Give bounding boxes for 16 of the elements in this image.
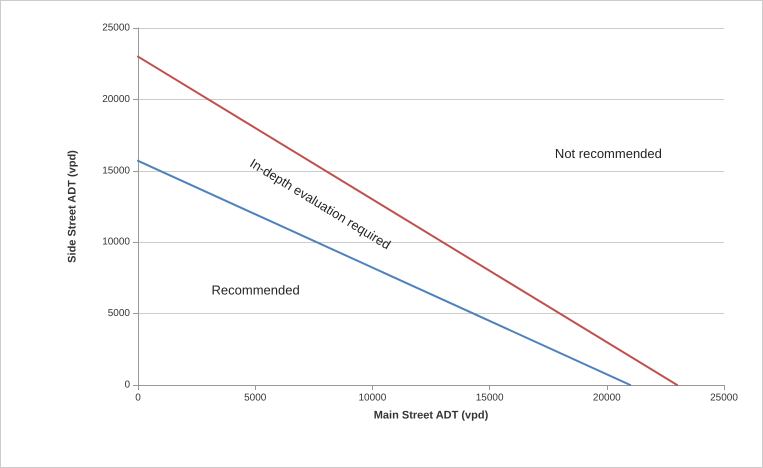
x-tick-label: 10000 bbox=[358, 392, 387, 404]
x-tick-label: 20000 bbox=[592, 392, 622, 404]
y-axis-title: Side Street ADT (vpd) bbox=[66, 150, 78, 263]
x-tick-label: 5000 bbox=[244, 392, 267, 404]
annotation: Not recommended bbox=[554, 146, 662, 162]
y-tick-label: 20000 bbox=[102, 94, 130, 105]
y-tick-label: 25000 bbox=[102, 22, 130, 34]
y-tick-label: 5000 bbox=[108, 308, 130, 320]
y-tick-label: 10000 bbox=[102, 236, 130, 248]
annotation: Recommended bbox=[212, 282, 300, 298]
x-tick-label: 25000 bbox=[710, 392, 738, 404]
y-tick-label: 0 bbox=[124, 380, 130, 390]
x-axis-title: Main Street ADT (vpd) bbox=[374, 410, 489, 422]
y-tick-label: 15000 bbox=[102, 165, 130, 176]
x-tick-label: 0 bbox=[135, 392, 142, 404]
x-tick-label: 15000 bbox=[476, 392, 504, 404]
